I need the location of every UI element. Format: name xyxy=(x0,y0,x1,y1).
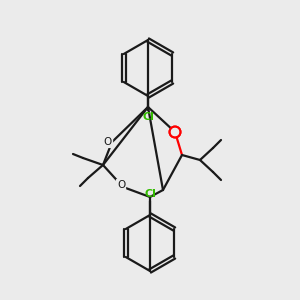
Text: O: O xyxy=(104,137,112,147)
Text: Cl: Cl xyxy=(142,112,154,122)
Text: O: O xyxy=(117,180,125,190)
Text: Cl: Cl xyxy=(144,189,156,199)
Circle shape xyxy=(170,128,179,136)
